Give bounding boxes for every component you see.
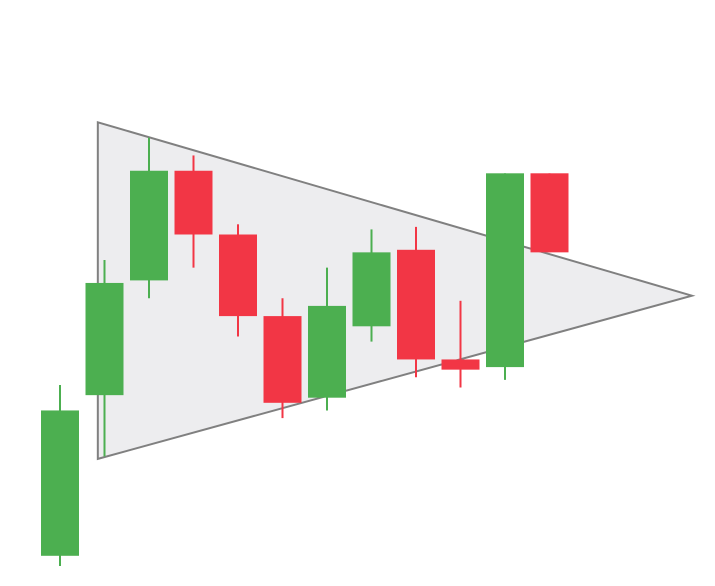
candle-8 bbox=[352, 229, 391, 342]
candle-body bbox=[530, 173, 569, 253]
candle-2 bbox=[85, 260, 124, 457]
candle-body bbox=[263, 316, 302, 403]
candle-9 bbox=[397, 226, 435, 378]
candle-body bbox=[41, 410, 79, 556]
candle-body bbox=[308, 305, 346, 398]
candle-body bbox=[486, 173, 524, 368]
candle-body bbox=[130, 170, 168, 281]
candle-body bbox=[85, 282, 124, 396]
candles-group bbox=[41, 137, 569, 566]
candle-10 bbox=[441, 300, 480, 388]
candle-body bbox=[397, 249, 435, 360]
candle-body bbox=[352, 252, 391, 327]
candle-12 bbox=[530, 173, 569, 253]
candle-6 bbox=[263, 298, 302, 419]
candle-body bbox=[219, 234, 257, 317]
candle-body bbox=[441, 359, 480, 370]
candle-7 bbox=[308, 267, 346, 411]
candle-body bbox=[174, 170, 213, 235]
candle-11 bbox=[486, 173, 524, 380]
candle-4 bbox=[174, 155, 213, 268]
candle-5 bbox=[219, 224, 257, 337]
candle-3 bbox=[130, 137, 168, 299]
candle-1 bbox=[41, 384, 79, 566]
